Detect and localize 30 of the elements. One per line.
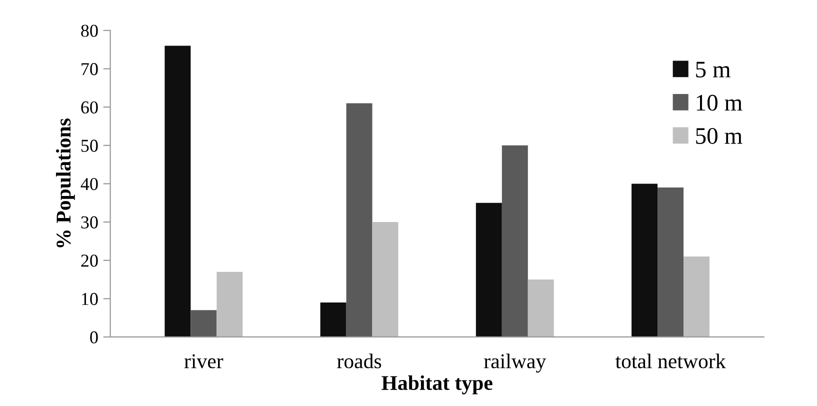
y-tick-label: 0 [90,331,98,344]
x-axis-title: Habitat type [382,375,492,394]
bar [502,145,528,337]
x-tick-label: railway [484,354,546,373]
bar [528,280,554,337]
bar [372,222,398,337]
y-tick-label: 10 [82,292,98,306]
legend-label: 10 m [696,94,742,111]
y-tick-label: 40 [80,178,98,190]
bar [632,184,658,337]
bar [164,46,191,337]
bar [190,310,217,337]
legend-label: 5 m [696,62,730,78]
bar [658,188,684,337]
y-tick-label: 30 [81,216,98,228]
x-tick-label: roads [337,354,382,368]
legend-label: 50 m [696,128,742,144]
bar [684,256,710,337]
y-tick-label: 50 [81,140,98,152]
y-tick-label: 80 [81,24,98,37]
y-tick-label: 20 [81,254,98,267]
y-tick-label: 70 [82,63,98,76]
bar [346,103,372,337]
y-tick-label: 60 [81,101,98,114]
y-axis-title: % Populations [56,118,75,248]
x-tick-label: total network [615,354,726,368]
bar [320,302,346,337]
bar [476,202,502,337]
bar [216,272,243,337]
x-tick-label: river [184,354,224,368]
